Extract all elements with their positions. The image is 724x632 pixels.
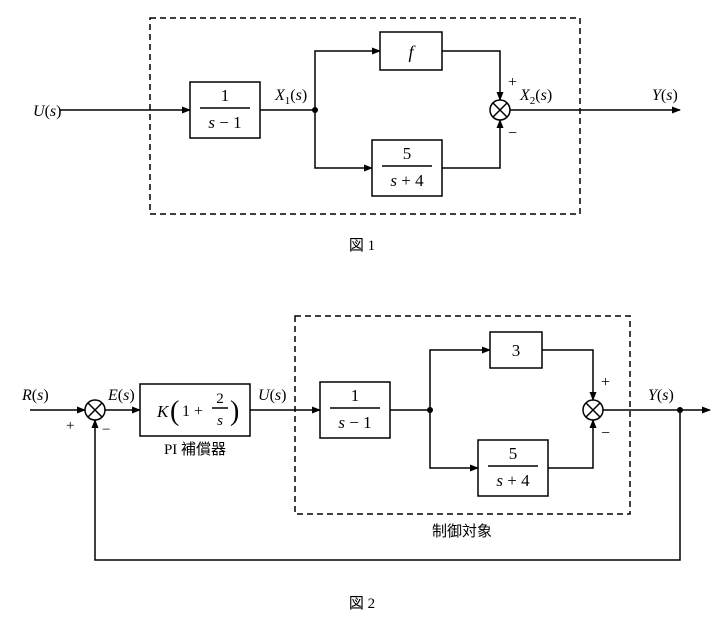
block-1-over-s-minus-1: 1 s − 1 (190, 82, 260, 138)
block2-1-over-s-minus-1: 1 s − 1 (320, 382, 390, 438)
caption-2: 図 2 (349, 595, 375, 612)
block-f: f (380, 32, 442, 70)
wire-bot2-to-sum (548, 420, 593, 468)
bb-num: 5 (403, 144, 412, 163)
wire-bot-to-sum (442, 120, 500, 168)
figure-1: U(s) 1 s − 1 X1(s) f + 5 s + 4 − X2(s) Y… (33, 18, 680, 254)
sumout-plus: + (601, 374, 610, 391)
wire-3-to-sum (542, 350, 593, 400)
b21-den: s − 1 (338, 413, 371, 432)
pi-num: 2 (216, 391, 224, 407)
pi-caption: PI 補償器 (164, 441, 226, 458)
label-X1: X1(s) (274, 87, 307, 107)
label-X2: X2(s) (519, 87, 552, 107)
label-Y: Y(s) (652, 87, 678, 104)
sum-plus: + (508, 74, 517, 91)
block-5-over-s-plus-4: 5 s + 4 (372, 140, 442, 196)
b1-den: s − 1 (208, 113, 241, 132)
label-R: R(s) (21, 387, 49, 404)
pi-block: K ( 1 + 2 s ) (140, 384, 250, 436)
b1-num: 1 (221, 86, 230, 105)
pi-one: 1 + (182, 403, 203, 420)
sumin-minus: − (102, 422, 110, 438)
label-E: E(s) (107, 387, 135, 404)
caption-1: 図 1 (349, 237, 375, 254)
label-U2: U(s) (258, 387, 286, 404)
block-3: 3 (490, 332, 542, 368)
wire-to-bot (315, 110, 372, 168)
label-Y2: Y(s) (648, 387, 674, 404)
bb-den: s + 4 (390, 171, 424, 190)
bb2-den: s + 4 (496, 471, 530, 490)
b21-num: 1 (351, 386, 360, 405)
sumin-plus: + (66, 418, 74, 434)
sumout-minus: − (601, 425, 610, 442)
b3-label: 3 (512, 341, 521, 360)
wire-to-3 (430, 350, 490, 410)
label-U: U(s) (33, 103, 61, 120)
wire-to-bot2 (430, 410, 478, 468)
pi-den: s (217, 413, 223, 429)
wire-to-f (315, 51, 380, 110)
block2-5-over-s-plus-4: 5 s + 4 (478, 440, 548, 496)
pi-rparen: ) (230, 396, 239, 427)
pi-K: K (156, 402, 170, 421)
bb2-num: 5 (509, 444, 518, 463)
sum-minus: − (508, 125, 517, 142)
figure-2: 制御対象 R(s) + E(s) K ( 1 + 2 s ) PI 補償器 U(… (21, 316, 710, 612)
plant-label: 制御対象 (432, 523, 492, 540)
wire-f-to-sum (442, 51, 500, 100)
pi-lparen: ( (170, 396, 179, 427)
